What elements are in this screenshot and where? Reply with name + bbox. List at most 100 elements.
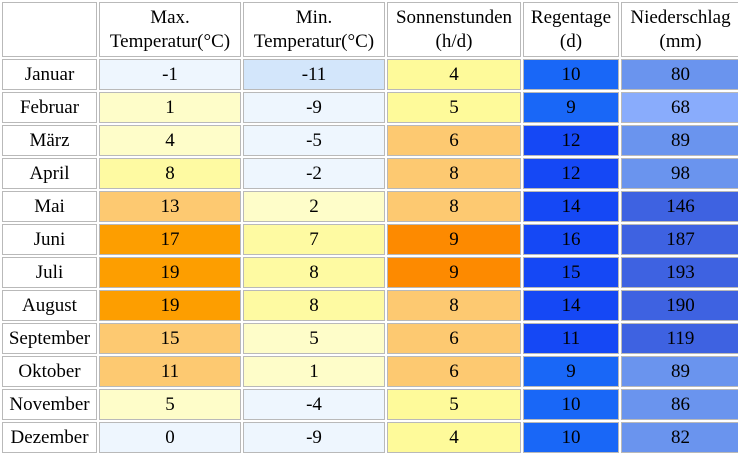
table-row: Mai 13 2 8 14 146 — [2, 191, 738, 222]
precipitation-cell: 187 — [621, 224, 738, 255]
table-row: Dezember 0 -9 4 10 82 — [2, 422, 738, 453]
min-temp-cell: 8 — [243, 290, 385, 321]
table-row: Juni 17 7 9 16 187 — [2, 224, 738, 255]
table-row: April 8 -2 8 12 98 — [2, 158, 738, 189]
header-sun-hours-line1: Sonnenstunden — [395, 6, 513, 28]
min-temp-cell: -5 — [243, 125, 385, 156]
max-temp-cell: 17 — [99, 224, 241, 255]
min-temp-cell: -9 — [243, 422, 385, 453]
month-cell: April — [2, 158, 97, 189]
header-corner — [2, 2, 97, 57]
header-max-temp-line2: Temperatur(°C) — [109, 30, 231, 52]
header-max-temp-line1: Max. — [150, 6, 190, 28]
min-temp-cell: 7 — [243, 224, 385, 255]
table-row: August 19 8 8 14 190 — [2, 290, 738, 321]
precipitation-cell: 193 — [621, 257, 738, 288]
month-cell: Mai — [2, 191, 97, 222]
precipitation-cell: 146 — [621, 191, 738, 222]
min-temp-cell: -11 — [243, 59, 385, 90]
min-temp-cell: 2 — [243, 191, 385, 222]
month-cell: Dezember — [2, 422, 97, 453]
max-temp-cell: 0 — [99, 422, 241, 453]
rain-days-cell: 10 — [523, 389, 619, 420]
rain-days-cell: 16 — [523, 224, 619, 255]
month-cell: Februar — [2, 92, 97, 123]
precipitation-cell: 82 — [621, 422, 738, 453]
month-cell: März — [2, 125, 97, 156]
min-temp-cell: -9 — [243, 92, 385, 123]
month-cell: Januar — [2, 59, 97, 90]
sun-hours-cell: 8 — [387, 290, 521, 321]
table-row: März 4 -5 6 12 89 — [2, 125, 738, 156]
header-min-temp: Min. Temperatur(°C) — [243, 2, 385, 57]
sun-hours-cell: 5 — [387, 389, 521, 420]
header-row: Max. Temperatur(°C) Min. Temperatur(°C) … — [2, 2, 738, 57]
precipitation-cell: 86 — [621, 389, 738, 420]
max-temp-cell: 13 — [99, 191, 241, 222]
table-row: Februar 1 -9 5 9 68 — [2, 92, 738, 123]
table-row: Oktober 11 1 6 9 89 — [2, 356, 738, 387]
header-precipitation-line2: (mm) — [659, 30, 702, 52]
max-temp-cell: 8 — [99, 158, 241, 189]
month-cell: Oktober — [2, 356, 97, 387]
table-body: Januar -1 -11 4 10 80 Februar 1 -9 5 9 68 März 4 -5 6 12… — [2, 59, 738, 453]
min-temp-cell: 5 — [243, 323, 385, 354]
header-precipitation: Niederschlag (mm) — [621, 2, 738, 57]
header-rain-days-line2: (d) — [559, 30, 583, 52]
table-header: Max. Temperatur(°C) Min. Temperatur(°C) … — [2, 2, 738, 57]
header-rain-days: Regentage (d) — [523, 2, 619, 57]
month-cell: August — [2, 290, 97, 321]
max-temp-cell: 19 — [99, 290, 241, 321]
precipitation-cell: 89 — [621, 125, 738, 156]
sun-hours-cell: 8 — [387, 191, 521, 222]
table-row: November 5 -4 5 10 86 — [2, 389, 738, 420]
min-temp-cell: -4 — [243, 389, 385, 420]
rain-days-cell: 12 — [523, 158, 619, 189]
sun-hours-cell: 8 — [387, 158, 521, 189]
sun-hours-cell: 5 — [387, 92, 521, 123]
header-sun-hours: Sonnenstunden (h/d) — [387, 2, 521, 57]
month-cell: September — [2, 323, 97, 354]
header-sun-hours-line2: (h/d) — [435, 30, 473, 52]
rain-days-cell: 14 — [523, 191, 619, 222]
month-cell: Juni — [2, 224, 97, 255]
max-temp-cell: 19 — [99, 257, 241, 288]
precipitation-cell: 119 — [621, 323, 738, 354]
sun-hours-cell: 9 — [387, 257, 521, 288]
month-cell: Juli — [2, 257, 97, 288]
min-temp-cell: -2 — [243, 158, 385, 189]
max-temp-cell: -1 — [99, 59, 241, 90]
precipitation-cell: 68 — [621, 92, 738, 123]
rain-days-cell: 9 — [523, 356, 619, 387]
header-precipitation-line1: Niederschlag — [630, 6, 731, 28]
rain-days-cell: 12 — [523, 125, 619, 156]
precipitation-cell: 98 — [621, 158, 738, 189]
rain-days-cell: 15 — [523, 257, 619, 288]
table-row: Januar -1 -11 4 10 80 — [2, 59, 738, 90]
max-temp-cell: 15 — [99, 323, 241, 354]
rain-days-cell: 14 — [523, 290, 619, 321]
max-temp-cell: 5 — [99, 389, 241, 420]
max-temp-cell: 4 — [99, 125, 241, 156]
min-temp-cell: 8 — [243, 257, 385, 288]
rain-days-cell: 9 — [523, 92, 619, 123]
header-min-temp-line2: Temperatur(°C) — [253, 30, 375, 52]
sun-hours-cell: 6 — [387, 125, 521, 156]
max-temp-cell: 11 — [99, 356, 241, 387]
header-max-temp: Max. Temperatur(°C) — [99, 2, 241, 57]
rain-days-cell: 11 — [523, 323, 619, 354]
max-temp-cell: 1 — [99, 92, 241, 123]
rain-days-cell: 10 — [523, 422, 619, 453]
month-cell: November — [2, 389, 97, 420]
table-row: Juli 19 8 9 15 193 — [2, 257, 738, 288]
sun-hours-cell: 9 — [387, 224, 521, 255]
min-temp-cell: 1 — [243, 356, 385, 387]
table-row: September 15 5 6 11 119 — [2, 323, 738, 354]
sun-hours-cell: 6 — [387, 356, 521, 387]
sun-hours-cell: 4 — [387, 59, 521, 90]
precipitation-cell: 80 — [621, 59, 738, 90]
header-min-temp-line1: Min. — [295, 6, 333, 28]
precipitation-cell: 89 — [621, 356, 738, 387]
rain-days-cell: 10 — [523, 59, 619, 90]
